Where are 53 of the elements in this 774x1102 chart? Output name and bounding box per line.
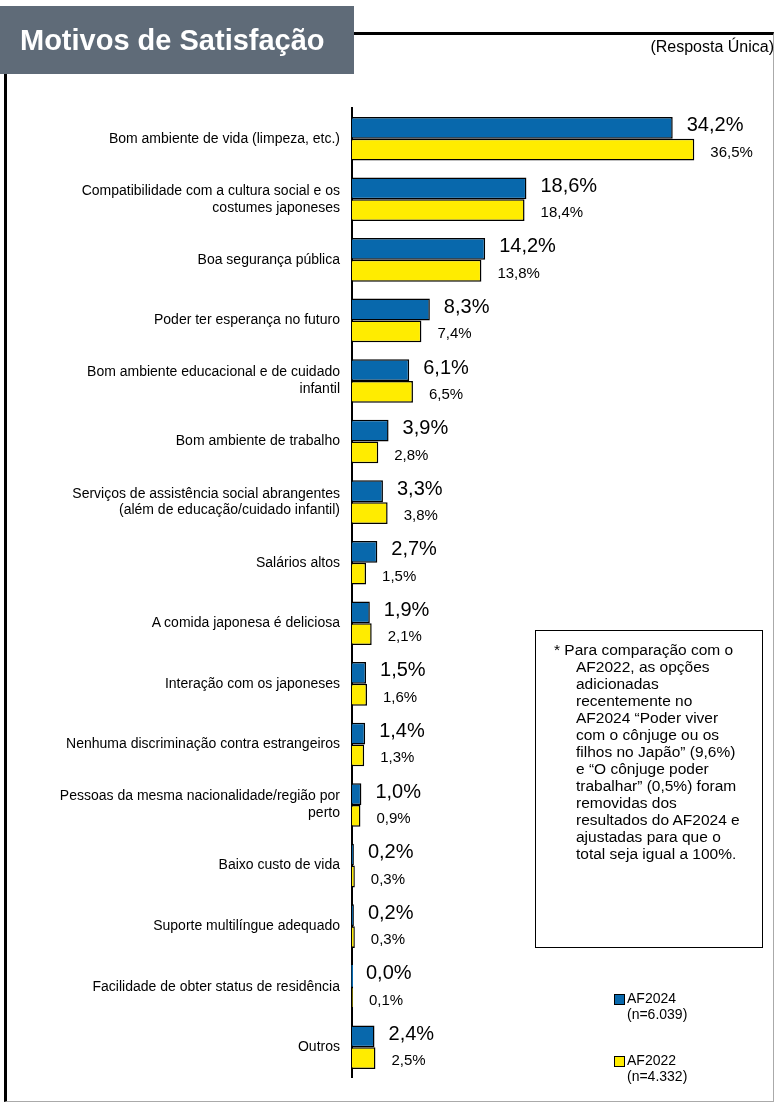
data-label: 3,9%	[402, 416, 449, 439]
y-tick-label: Interação com os japoneses	[164, 674, 340, 691]
data-label: 14,2%	[499, 234, 557, 257]
data-label: 2,7%	[391, 537, 438, 560]
data-label: 0,9%	[376, 809, 411, 827]
data-label: 34,2%	[686, 113, 744, 136]
data-label: 0,3%	[370, 869, 406, 887]
data-label: 0,2%	[367, 900, 414, 923]
data-label: 2,4%	[388, 1021, 435, 1044]
note-text: * Para comparação com o AF2022, as opções adicionadas recentemente no AF2024 “Poder viver com o cônjuge ou os filhos no Japão” (9,6%) e “O cônjuge poder trabalhar” (0,5%) foram removidas dos resultados do AF2024 e ajustadas para que o total seja igual a 100%.	[535, 630, 763, 948]
data-label: 0,1%	[368, 990, 404, 1008]
y-tick-label: Facilidade de obter status de residência	[92, 977, 341, 994]
y-tick-label: Suporte multilíngue adequado	[153, 917, 341, 934]
legend-label: AF2024 (n=6.039)	[627, 990, 689, 1022]
y-tick-label: Boa segurança pública	[197, 250, 341, 267]
data-label: 1,5%	[380, 658, 426, 681]
y-tick-label: Pessoas da mesma nacionalidade/região por perto	[59, 787, 341, 821]
y-tick-label: Compatibilidade com a cultura social e os costumes japoneses	[81, 181, 340, 215]
data-label: 13,8%	[497, 263, 540, 281]
data-label: 8,3%	[443, 295, 490, 318]
data-label: 1,3%	[380, 748, 415, 766]
data-label: 6,5%	[428, 385, 464, 403]
y-tick-label: Bom ambiente de vida (limpeza, etc.)	[108, 129, 340, 146]
data-label: 7,4%	[437, 324, 472, 342]
data-label: 0,3%	[370, 930, 406, 948]
data-label: 1,9%	[383, 597, 430, 620]
data-label: 2,1%	[387, 627, 422, 645]
data-label: 1,4%	[379, 719, 425, 742]
data-label: 0,2%	[367, 840, 414, 863]
data-label: 36,5%	[710, 142, 753, 160]
y-tick-label: Bom ambiente de trabalho	[175, 432, 341, 449]
legend-label: AF2022 (n=4.332)	[627, 1052, 689, 1084]
y-tick-label: Bom ambiente educacional e de cuidado infantil	[87, 363, 341, 397]
y-tick-label: Salários altos	[255, 553, 340, 570]
y-tick-label: Outros	[297, 1038, 340, 1055]
y-tick-label: Poder ter esperança no futuro	[153, 311, 341, 328]
data-label: 2,8%	[394, 445, 429, 463]
text: (Resposta Única)	[650, 38, 774, 56]
chart-title: Motivos de Satisfação	[0, 6, 354, 74]
data-label: 6,1%	[423, 355, 470, 378]
data-label: 18,4%	[540, 203, 584, 221]
data-label: 18,6%	[540, 173, 598, 196]
data-label: 3,8%	[403, 506, 438, 524]
data-label: 3,3%	[396, 476, 443, 499]
data-label: 1,0%	[375, 779, 422, 802]
data-label: 1,5%	[382, 566, 417, 584]
y-tick-label: Serviços de assistência social abrangentes (além de educação/cuidado infantil)	[72, 484, 340, 518]
y-tick-label: A comida japonesa é deliciosa	[151, 614, 341, 631]
data-label: 1,6%	[383, 687, 418, 705]
y-tick-label: Baixo custo de vida	[218, 856, 341, 873]
y-tick-label: Nenhuma discriminação contra estrangeiros	[66, 735, 340, 752]
data-label: 2,5%	[391, 1051, 426, 1069]
data-label: 0,0%	[366, 961, 412, 984]
